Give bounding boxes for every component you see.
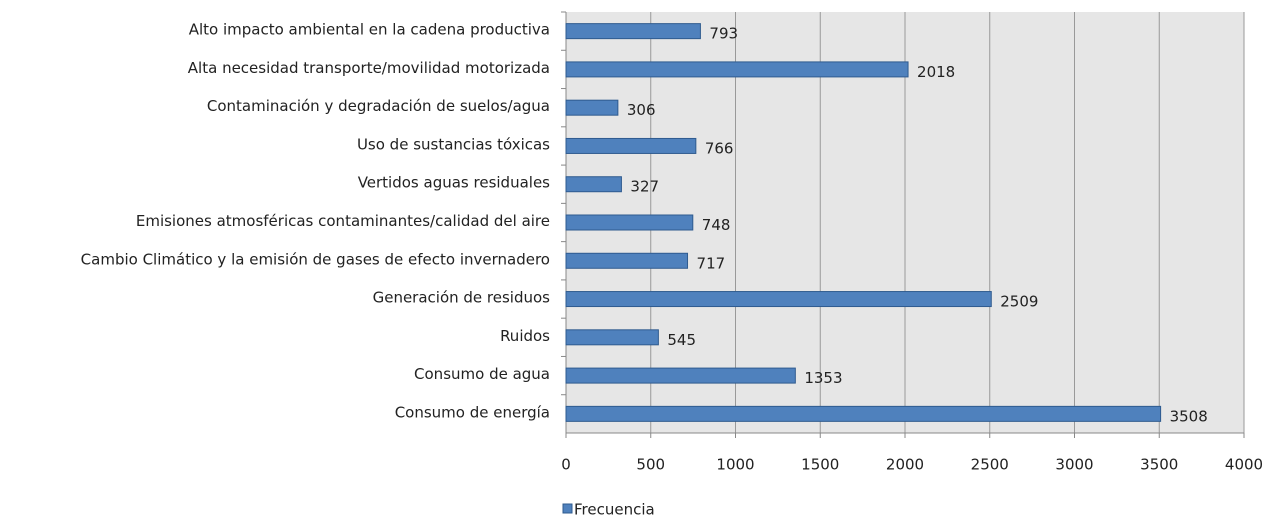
y-tick-label: Ruidos: [500, 327, 550, 345]
bar: [565, 23, 701, 40]
data-label: 545: [667, 331, 696, 349]
x-tick-label: 1500: [801, 456, 839, 474]
y-tick-label: Contaminación y degradación de suelos/ag…: [207, 97, 550, 115]
x-tick-label: 0: [561, 456, 571, 474]
legend-label: Frecuencia: [574, 501, 655, 518]
bar: [565, 214, 694, 231]
data-label: 793: [709, 25, 738, 43]
y-tick-label: Consumo de energía: [395, 403, 550, 421]
data-label: 327: [630, 178, 659, 196]
bar: [565, 137, 697, 154]
x-tick-label: 3500: [1140, 456, 1178, 474]
data-label: 1353: [804, 369, 842, 387]
data-label: 2509: [1000, 293, 1038, 311]
data-label: 748: [702, 216, 731, 234]
y-tick-label: Cambio Climático y la emisión de gases d…: [81, 250, 550, 268]
data-label: 3508: [1170, 407, 1208, 425]
bar: [565, 291, 992, 308]
x-tick-label: 2000: [886, 456, 924, 474]
x-tick-label: 1000: [716, 456, 754, 474]
x-tick-label: 500: [636, 456, 665, 474]
bar: [565, 61, 909, 78]
data-label: 306: [627, 101, 656, 119]
x-tick-label: 3000: [1055, 456, 1093, 474]
bar: [565, 329, 659, 346]
y-tick-label: Consumo de agua: [414, 365, 550, 383]
y-tick-label: Alto impacto ambiental en la cadena prod…: [189, 21, 550, 39]
data-label: 2018: [917, 63, 955, 81]
y-tick-label: Vertidos aguas residuales: [358, 174, 550, 192]
bar: [565, 99, 619, 116]
y-tick-label: Alta necesidad transporte/movilidad moto…: [188, 59, 550, 77]
bar: [565, 367, 796, 384]
x-tick-label: 4000: [1225, 456, 1263, 474]
bar: [565, 252, 689, 269]
legend-swatch: [562, 503, 573, 514]
y-tick-label: Emisiones atmosféricas contaminantes/cal…: [136, 212, 550, 230]
data-label: 766: [705, 139, 734, 157]
y-tick-label: Generación de residuos: [373, 289, 551, 307]
bar: [565, 405, 1162, 422]
x-tick-label: 2500: [971, 456, 1009, 474]
bar: [565, 176, 622, 193]
y-tick-label: Uso de sustancias tóxicas: [357, 135, 550, 153]
data-label: 717: [697, 254, 726, 272]
